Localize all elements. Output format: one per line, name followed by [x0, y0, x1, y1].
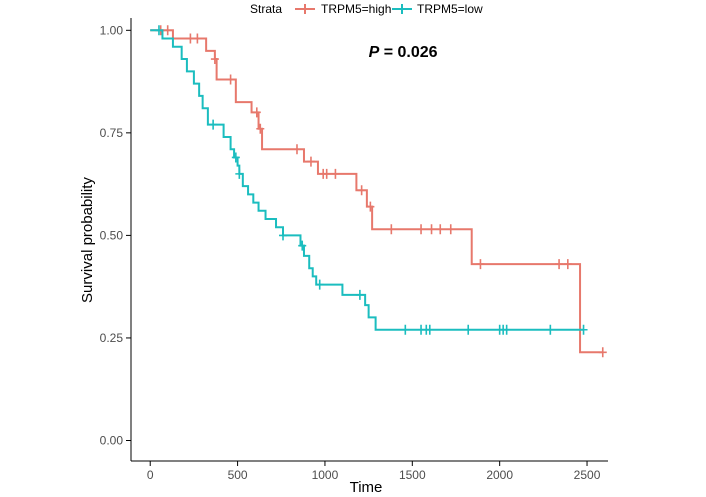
censor-mark — [256, 123, 265, 134]
x-tick-label: 0 — [147, 468, 154, 482]
censor-mark — [252, 107, 261, 118]
censor-mark — [387, 224, 396, 235]
x-tick-label: 500 — [228, 468, 248, 482]
censor-mark — [502, 324, 511, 335]
censor-mark — [226, 74, 235, 85]
y-axis-title: Survival probability — [79, 177, 96, 303]
y-tick-label: 0.25 — [100, 331, 124, 345]
legend: Strata TRPM5=high TRPM5=low — [250, 2, 483, 16]
x-tick-label: 1500 — [399, 468, 426, 482]
censor-mark — [209, 119, 218, 130]
censor-mark — [279, 230, 288, 241]
censor-mark — [598, 347, 607, 358]
x-tick-label: 2000 — [486, 468, 513, 482]
x-axis-title: Time — [350, 479, 383, 496]
x-tick-label: 2500 — [574, 468, 601, 482]
censor-mark — [366, 201, 375, 212]
censor-mark — [436, 224, 445, 235]
p-value-annotation: P = 0.026 — [369, 44, 438, 61]
legend-label-high: TRPM5=high — [321, 2, 391, 16]
censor-mark — [357, 185, 366, 196]
p-value-letter: P — [369, 44, 380, 61]
survival-curve-high — [150, 29, 603, 354]
survival-curve-low — [150, 29, 584, 331]
y-tick-label: 0.50 — [100, 228, 124, 242]
censor-mark — [235, 168, 244, 179]
legend-title: Strata — [250, 2, 282, 16]
censor-mark — [154, 25, 163, 36]
p-value-number: = 0.026 — [379, 44, 437, 61]
censor-mark — [210, 54, 219, 65]
censor-mark — [231, 152, 240, 163]
censor-mark — [322, 168, 331, 179]
censor-mark — [315, 279, 324, 290]
censor-mark — [427, 224, 436, 235]
censor-mark — [555, 259, 564, 270]
x-tick-label: 1000 — [312, 468, 339, 482]
censor-mark — [355, 289, 364, 300]
series-layer — [150, 25, 607, 358]
censor-mark — [425, 324, 434, 335]
y-tick-label: 0.75 — [100, 126, 124, 140]
y-tick-label: 0.00 — [100, 433, 124, 447]
censor-mark — [193, 33, 202, 44]
y-axis-ticks: 0.00 0.25 0.50 0.75 1.00 — [100, 23, 131, 447]
censor-mark — [546, 324, 555, 335]
censor-mark — [292, 144, 301, 155]
censor-mark — [298, 240, 307, 251]
censor-mark — [306, 156, 315, 167]
censor-mark — [331, 168, 340, 179]
censor-mark — [476, 259, 485, 270]
censor-mark — [464, 324, 473, 335]
censor-mark — [163, 25, 172, 36]
censor-mark — [446, 224, 455, 235]
censor-mark — [401, 324, 410, 335]
x-axis-ticks: 0 500 1000 1500 2000 2500 — [147, 461, 601, 482]
censor-mark — [563, 259, 572, 270]
censor-mark — [186, 33, 195, 44]
y-tick-label: 1.00 — [100, 23, 124, 37]
legend-label-low: TRPM5=low — [417, 2, 483, 16]
censor-mark — [417, 224, 426, 235]
censor-mark — [579, 324, 588, 335]
